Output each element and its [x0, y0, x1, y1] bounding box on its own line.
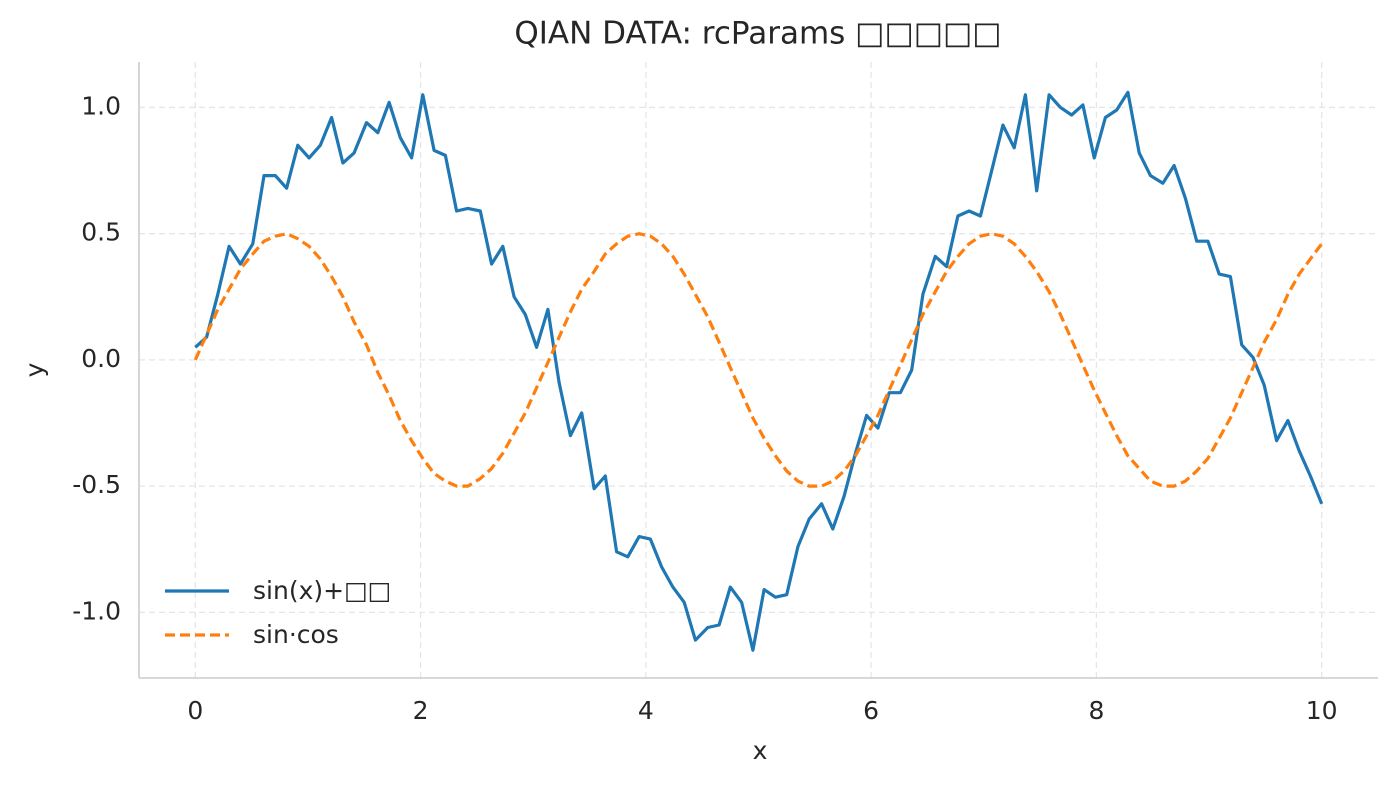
- x-tick-label: 4: [638, 696, 654, 725]
- data-line: [193, 232, 1323, 488]
- x-axis-label: x: [753, 736, 768, 765]
- y-tick-label: 0.0: [81, 344, 121, 373]
- y-axis-label: y: [20, 362, 49, 377]
- chart-title: QIAN DATA: rcParams □□□□□: [514, 16, 1001, 52]
- x-tick-label: 2: [413, 696, 429, 725]
- y-tick-label: 1.0: [81, 91, 121, 120]
- legend-label: sin·cos: [253, 620, 339, 649]
- y-tick-label: -0.5: [72, 470, 121, 499]
- data-line: [194, 90, 1324, 652]
- x-tick-label: 6: [863, 696, 879, 725]
- y-tick-label: 0.5: [81, 218, 121, 247]
- y-tick-label: -1.0: [72, 596, 121, 625]
- x-tick-label: 8: [1088, 696, 1104, 725]
- x-tick-label: 0: [187, 696, 203, 725]
- legend-label: sin(x)+□□: [253, 576, 391, 605]
- x-tick-label: 10: [1306, 696, 1338, 725]
